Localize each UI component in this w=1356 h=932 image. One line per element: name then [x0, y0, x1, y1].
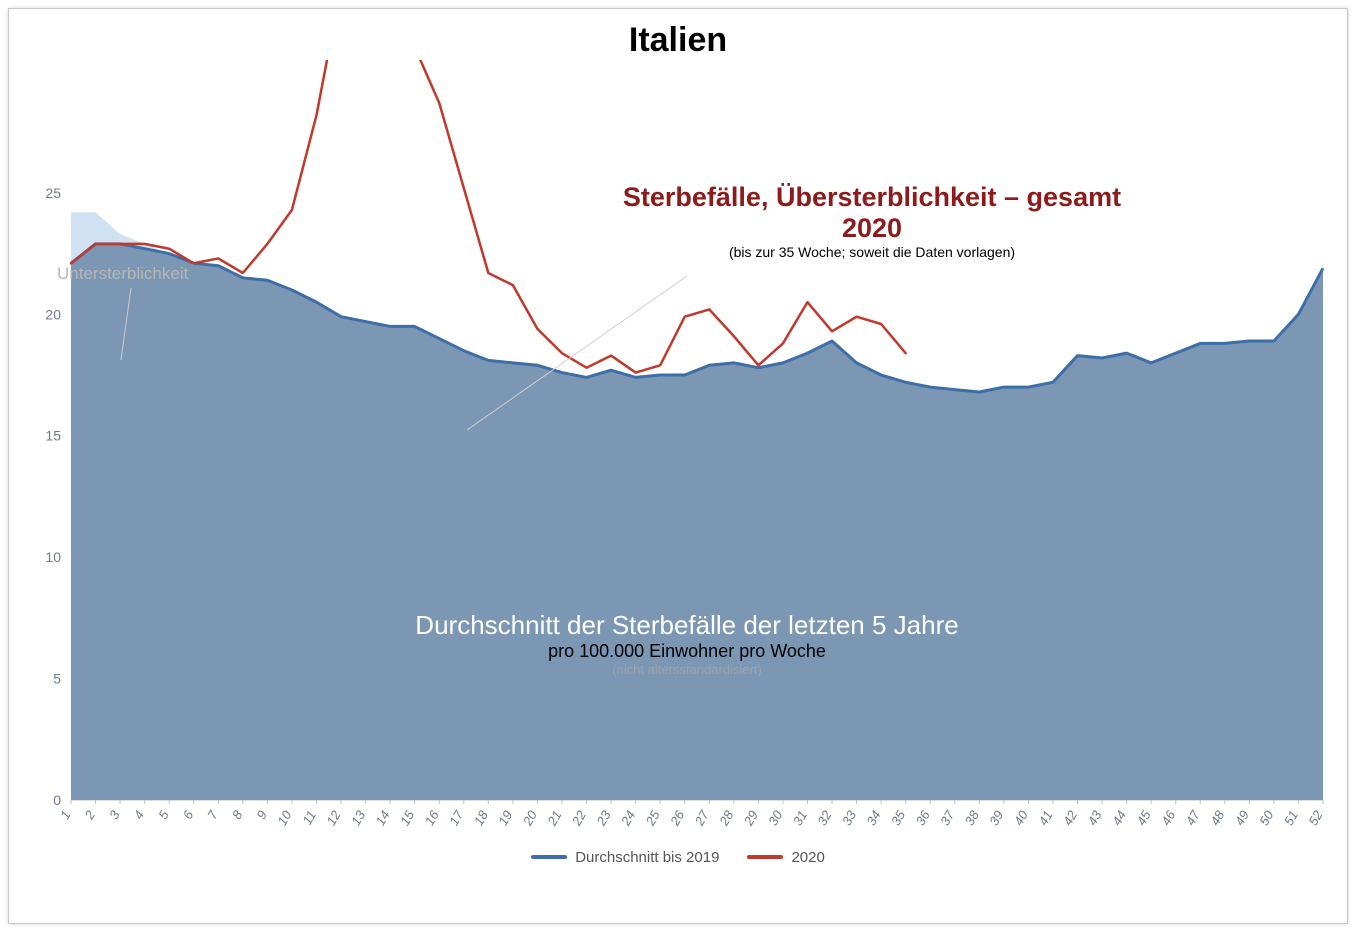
svg-text:25: 25 — [642, 807, 663, 829]
svg-text:45: 45 — [1134, 807, 1155, 828]
svg-text:22: 22 — [568, 807, 589, 829]
svg-text:44: 44 — [1109, 808, 1129, 828]
legend-item: 2020 — [747, 849, 824, 866]
svg-text:38: 38 — [962, 807, 983, 828]
svg-text:12: 12 — [323, 807, 344, 828]
svg-text:25: 25 — [45, 185, 61, 201]
legend-label: 2020 — [791, 849, 824, 866]
svg-text:2: 2 — [81, 807, 98, 822]
svg-text:15: 15 — [45, 428, 61, 444]
svg-text:35: 35 — [888, 807, 909, 828]
svg-text:17: 17 — [446, 807, 467, 828]
svg-text:9: 9 — [253, 808, 270, 822]
svg-text:30: 30 — [765, 807, 786, 828]
svg-text:18: 18 — [471, 807, 492, 828]
svg-text:42: 42 — [1060, 807, 1081, 828]
svg-text:5: 5 — [53, 671, 61, 687]
chart-title: Italien — [27, 21, 1329, 60]
svg-text:50: 50 — [1256, 807, 1277, 828]
svg-text:46: 46 — [1158, 807, 1179, 828]
svg-text:19: 19 — [495, 808, 515, 828]
svg-text:52: 52 — [1305, 807, 1326, 828]
svg-text:0: 0 — [53, 792, 61, 808]
chart-frame: Italien 05101520251234567891011121314151… — [8, 8, 1348, 924]
svg-text:43: 43 — [1084, 807, 1105, 828]
chart-area: 0510152025123456789101112131415161718192… — [27, 60, 1329, 840]
svg-text:3: 3 — [106, 807, 123, 821]
svg-text:23: 23 — [593, 807, 614, 829]
legend: Durchschnitt bis 2019 2020 — [27, 846, 1329, 866]
svg-text:5: 5 — [155, 807, 172, 821]
svg-text:39: 39 — [986, 808, 1006, 828]
svg-text:10: 10 — [45, 549, 61, 565]
svg-text:49: 49 — [1232, 808, 1252, 828]
svg-text:48: 48 — [1207, 807, 1228, 828]
svg-text:16: 16 — [422, 807, 443, 828]
svg-text:20: 20 — [519, 807, 540, 829]
svg-text:41: 41 — [1035, 808, 1055, 828]
svg-text:10: 10 — [274, 807, 295, 828]
svg-text:13: 13 — [348, 807, 369, 828]
svg-text:24: 24 — [618, 808, 639, 829]
svg-text:4: 4 — [131, 808, 148, 822]
svg-text:15: 15 — [397, 807, 418, 828]
svg-text:33: 33 — [839, 807, 860, 828]
svg-text:21: 21 — [544, 808, 565, 829]
svg-text:47: 47 — [1183, 807, 1204, 828]
legend-swatch — [747, 855, 783, 859]
svg-text:29: 29 — [740, 808, 761, 829]
chart-svg: 0510152025123456789101112131415161718192… — [27, 60, 1327, 840]
svg-text:26: 26 — [667, 807, 688, 829]
svg-text:1: 1 — [57, 808, 74, 822]
legend-label: Durchschnitt bis 2019 — [575, 849, 719, 866]
svg-text:34: 34 — [863, 808, 883, 828]
svg-text:31: 31 — [790, 808, 810, 828]
svg-text:8: 8 — [229, 807, 246, 821]
svg-text:27: 27 — [691, 807, 712, 829]
svg-text:32: 32 — [814, 807, 835, 828]
svg-text:37: 37 — [937, 807, 958, 828]
svg-text:11: 11 — [299, 808, 319, 827]
svg-text:36: 36 — [913, 807, 934, 828]
legend-item: Durchschnitt bis 2019 — [531, 849, 719, 866]
svg-text:14: 14 — [373, 808, 393, 828]
svg-text:7: 7 — [204, 807, 221, 821]
legend-swatch — [531, 855, 567, 859]
svg-text:6: 6 — [180, 807, 197, 821]
svg-text:20: 20 — [45, 306, 61, 322]
svg-text:51: 51 — [1281, 808, 1301, 828]
svg-text:40: 40 — [1011, 807, 1032, 828]
svg-text:28: 28 — [716, 807, 737, 829]
